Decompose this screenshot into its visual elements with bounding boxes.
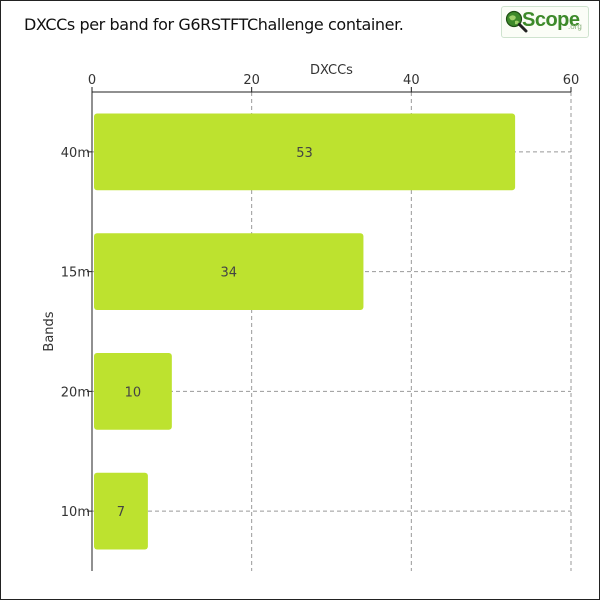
y-tick-label: 20m [61,385,90,400]
y-tick-label: 10m [61,505,90,520]
logo: Scope .org [501,6,589,38]
bars [94,113,516,550]
data-label: 7 [117,505,125,520]
x-tick-label: 20 [243,73,260,88]
y-tick-label: 40m [61,146,90,161]
logo-wordmark: Scope [522,9,580,31]
data-label: 34 [220,266,237,281]
magnifier-globe-icon [505,10,528,33]
x-axis-title: DXCCs [310,63,353,78]
x-tick-label: 0 [88,73,96,88]
chart-title: DXCCs per band for G6RSTFTChallenge cont… [24,15,404,34]
data-label: 53 [296,146,313,161]
bar [94,113,516,191]
y-axis-title: Bands [42,311,57,351]
x-tick-label: 40 [403,73,420,88]
bar [94,233,364,310]
data-label: 10 [125,385,142,400]
y-tick-label: 15m [61,266,90,281]
x-tick-label: 60 [563,73,580,88]
logo-tld: .org [568,22,582,31]
labels: 0 20 40 60 40m 15m 20m 10m 53 34 10 7 DXCCs Bands [42,63,579,520]
axes [87,87,572,571]
bar [94,472,148,550]
bar [94,353,172,430]
